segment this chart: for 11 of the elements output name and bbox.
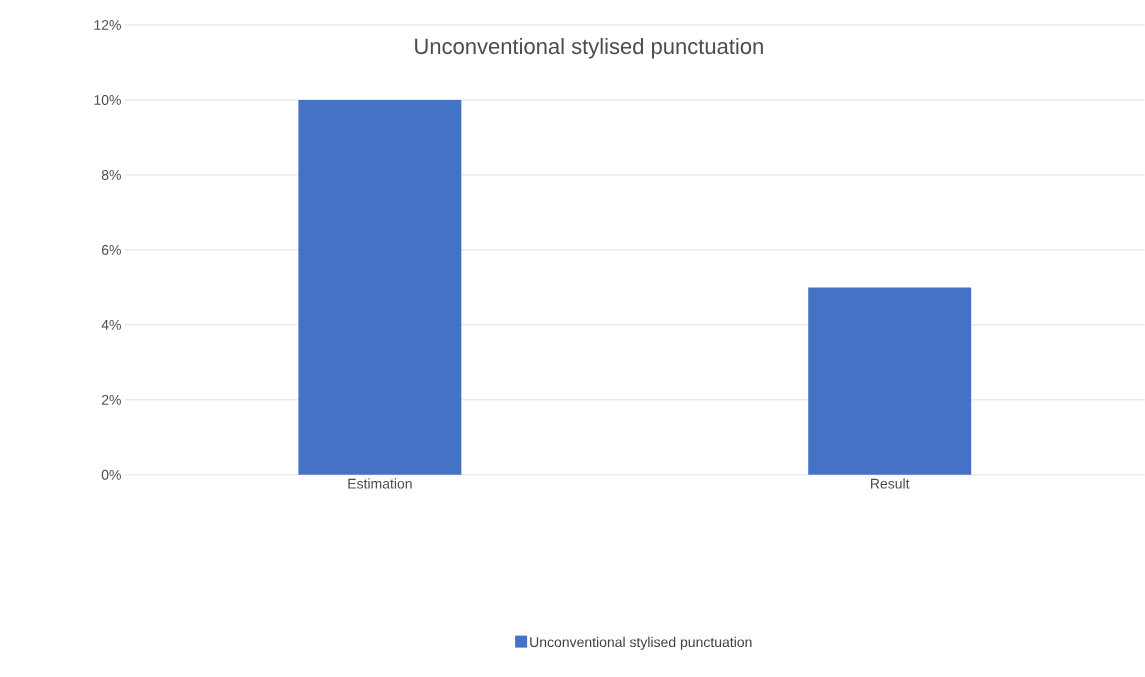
y-tick-label: 8% — [101, 170, 121, 181]
text: Unconventional stylised punctuation — [415, 38, 763, 59]
legend-label: Unconventional stylised punctuation — [530, 636, 752, 650]
y-tick-label: 0% — [101, 469, 121, 480]
y-tick-label: 12% — [94, 20, 121, 31]
y-tick-label: 2% — [101, 395, 121, 405]
x-tick-label: Result — [871, 478, 910, 489]
y-tick-label: 6% — [101, 245, 121, 255]
y-tick-label: 4% — [101, 320, 121, 330]
y-tick-label: 10% — [94, 95, 121, 106]
x-tick-label: Estimation — [348, 478, 412, 489]
